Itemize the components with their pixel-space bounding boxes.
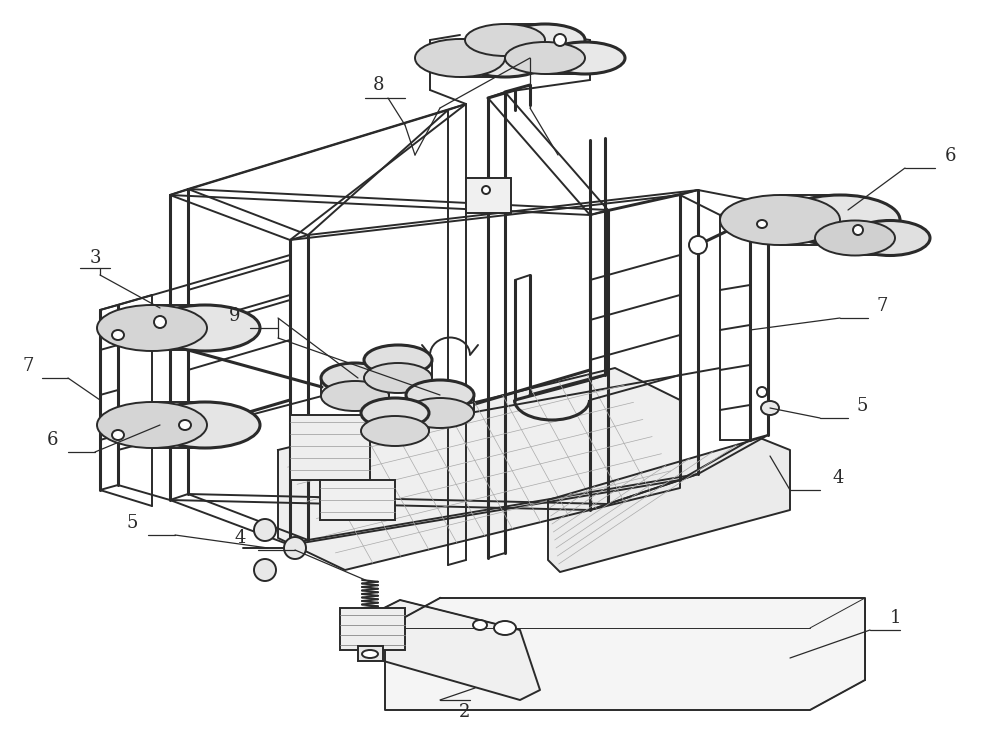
Ellipse shape [362,650,378,658]
Ellipse shape [254,519,276,541]
Polygon shape [385,598,865,710]
Ellipse shape [815,220,895,255]
Text: 7: 7 [22,357,34,375]
Ellipse shape [850,220,930,255]
Ellipse shape [780,195,900,245]
Text: 4: 4 [234,529,246,547]
Ellipse shape [321,381,389,411]
Text: 5: 5 [856,397,868,415]
Ellipse shape [554,34,566,46]
Ellipse shape [757,387,767,397]
Ellipse shape [406,380,474,410]
Polygon shape [278,368,680,570]
Ellipse shape [689,236,707,254]
Polygon shape [380,600,540,700]
Bar [340,608,405,650]
Ellipse shape [154,316,166,328]
Text: 7: 7 [876,297,888,315]
Bar [290,415,370,480]
Ellipse shape [720,195,840,245]
Ellipse shape [505,24,585,56]
Ellipse shape [364,345,432,375]
Ellipse shape [112,330,124,340]
Text: 9: 9 [229,307,241,325]
Ellipse shape [179,420,191,430]
Text: 5: 5 [126,514,138,532]
Ellipse shape [364,363,432,393]
Ellipse shape [97,305,207,351]
Bar [358,646,383,661]
Ellipse shape [761,401,779,415]
Ellipse shape [97,402,207,448]
Bar [466,178,511,213]
Ellipse shape [505,42,585,74]
Bar [320,480,395,520]
Ellipse shape [494,621,516,635]
Ellipse shape [150,305,260,351]
Ellipse shape [406,398,474,428]
Ellipse shape [757,220,767,228]
Text: 1: 1 [889,609,901,627]
Text: 3: 3 [89,249,101,267]
Ellipse shape [150,402,260,448]
Ellipse shape [112,430,124,440]
Text: 6: 6 [944,147,956,165]
Ellipse shape [460,39,550,77]
Ellipse shape [361,398,429,428]
Text: 8: 8 [372,76,384,94]
Text: 2: 2 [459,703,471,721]
Ellipse shape [853,225,863,235]
Ellipse shape [254,559,276,581]
Text: 6: 6 [46,431,58,449]
Ellipse shape [545,42,625,74]
Ellipse shape [361,416,429,446]
Ellipse shape [465,24,545,56]
Ellipse shape [284,537,306,559]
Ellipse shape [415,39,505,77]
Text: 4: 4 [832,469,844,487]
Ellipse shape [473,620,487,630]
Ellipse shape [321,363,389,393]
Polygon shape [548,438,790,572]
Ellipse shape [482,186,490,194]
